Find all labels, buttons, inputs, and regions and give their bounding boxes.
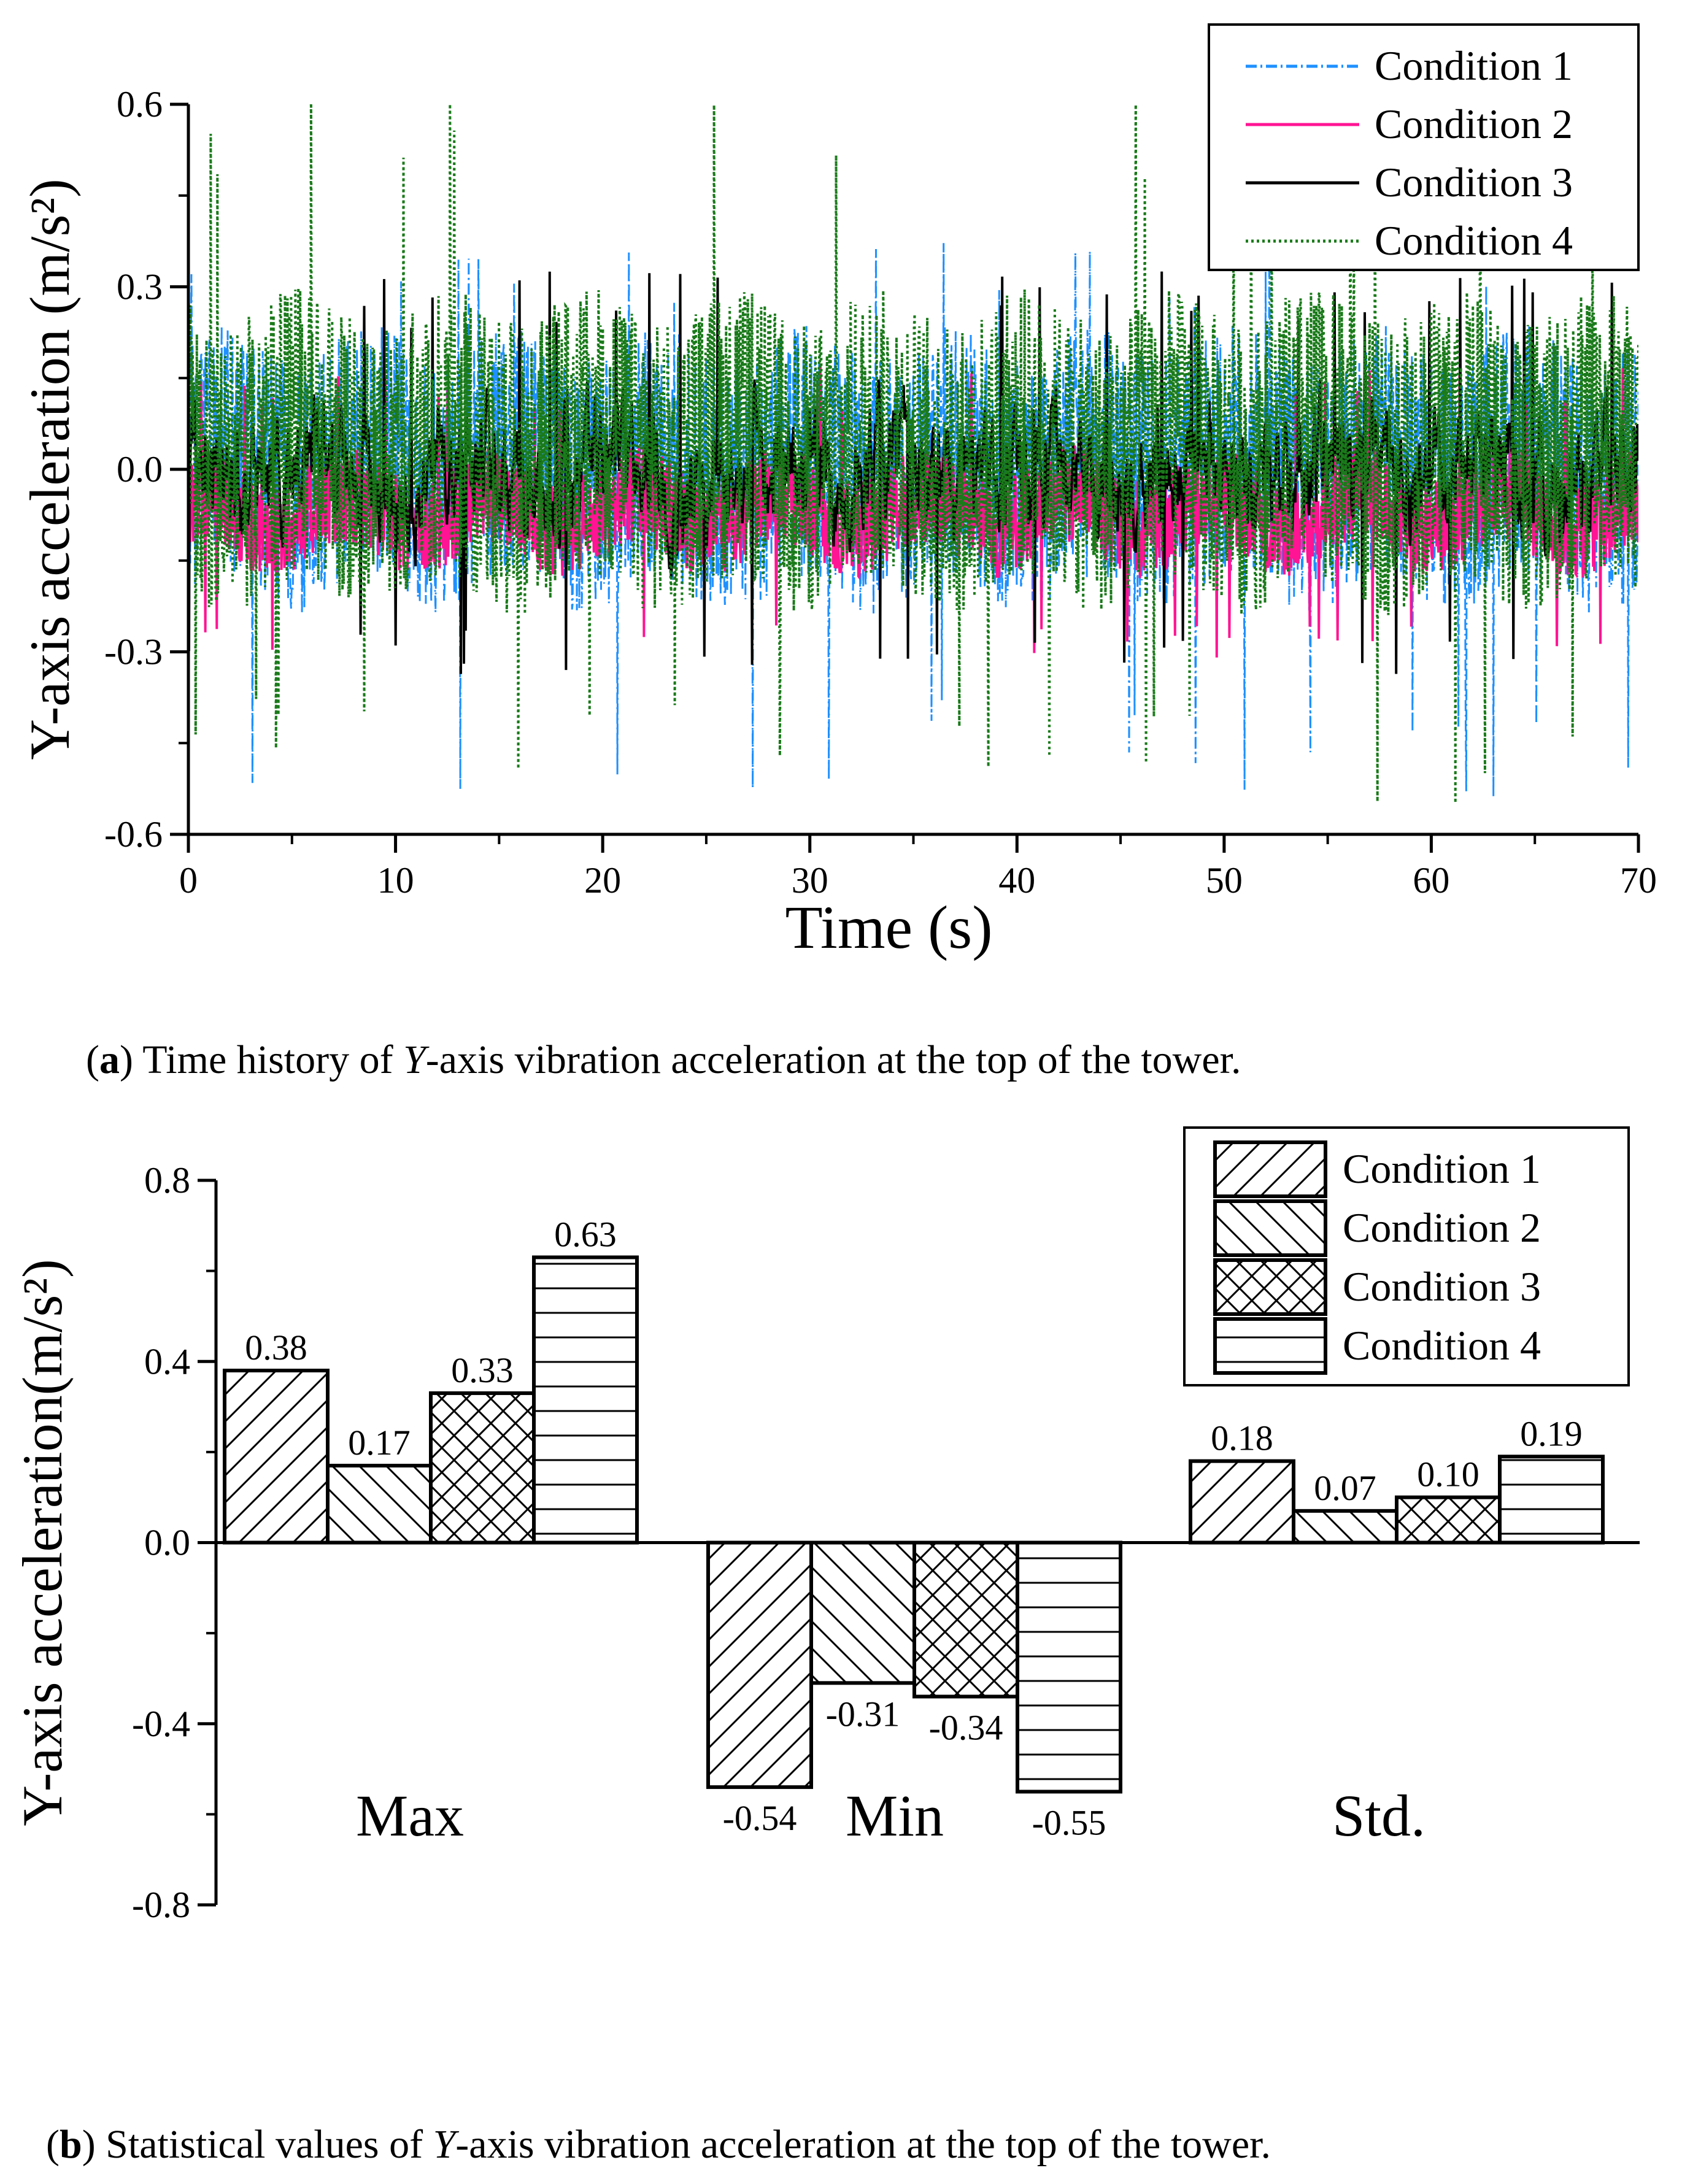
caption-b-var: Y (433, 2122, 456, 2167)
legend-label: Condition 1 (1375, 42, 1573, 89)
bar-condition-2-std (1292, 1509, 1398, 1545)
category-label-std: Std. (1332, 1783, 1425, 1848)
caption-a-var: Y (403, 1037, 426, 1082)
legend-label: Condition 1 (1343, 1145, 1541, 1192)
legend-swatch-condition-1 (1213, 1140, 1327, 1198)
legend-box (1208, 23, 1640, 271)
caption-a-letter: a (99, 1037, 120, 1082)
bar-condition-4-std (1498, 1455, 1605, 1545)
bar-value-label: -0.31 (826, 1694, 900, 1734)
legend: Condition 1 Condition 2 Condition 3 Conditi… (1208, 23, 1640, 271)
bar-value-label: 0.10 (1417, 1455, 1479, 1494)
bar-value-label: 0.17 (348, 1423, 411, 1463)
y-tick-label: 0.4 (144, 1341, 190, 1382)
legend: Condition 1 Condition 2 Condition 3 Conditi… (1183, 1126, 1630, 1386)
x-tick-label: 20 (584, 860, 621, 901)
bar-condition-4-max (532, 1255, 639, 1545)
series-lines (188, 104, 1638, 804)
legend-label: Condition 4 (1343, 1322, 1541, 1369)
bar-condition-2-max (326, 1464, 433, 1545)
x-axis-label: Time (s) (785, 893, 992, 961)
time-history-chart: -0.6 -0.3 0.0 0.3 0.6 0 10 20 30 40 50 60 70 Time (s)… (18, 23, 1657, 961)
bar-value-label: -0.34 (929, 1707, 1003, 1747)
bar-value-label: -0.54 (723, 1798, 797, 1838)
bar-value-label: 0.07 (1314, 1468, 1376, 1508)
series-line-condition-4 (188, 104, 1638, 804)
y-tick-label: 0.6 (117, 84, 163, 125)
y-tick-label: -0.3 (104, 632, 163, 672)
caption-a: (a) Time history of Y-axis vibration acc… (86, 1037, 1241, 1082)
caption-a-pre: ) Time history of (119, 1037, 404, 1082)
bar-condition-1-std (1189, 1459, 1295, 1545)
legend-label: Condition 2 (1375, 101, 1573, 147)
x-tick-label: 70 (1620, 860, 1657, 901)
legend-swatch-condition-4 (1213, 1317, 1327, 1375)
x-tick-label: 50 (1206, 860, 1243, 901)
y-tick-label: -0.4 (132, 1704, 190, 1744)
legend-swatch-condition-3 (1213, 1258, 1327, 1316)
bar-value-label: -0.55 (1032, 1802, 1106, 1842)
bar-value-label: 0.63 (554, 1214, 617, 1254)
y-tick-label: 0.0 (117, 449, 163, 490)
y-tick-label: -0.6 (104, 814, 163, 855)
bar-condition-1-min (706, 1540, 813, 1790)
category-label-max: Max (356, 1783, 464, 1848)
caption-a-post: -axis vibration acceleration at the top … (425, 1037, 1241, 1082)
legend-label: Condition 3 (1375, 159, 1573, 206)
legend-label: Condition 2 (1343, 1204, 1541, 1251)
caption-b-pre: ) Statistical values of (82, 2122, 433, 2167)
x-tick-label: 30 (792, 860, 828, 901)
legend-label: Condition 3 (1343, 1263, 1541, 1310)
y-axis-label: Y-axis acceleration (m/s²) (18, 179, 81, 759)
y-axis-label: Y-axis acceleration(m/s²) (11, 1259, 74, 1826)
bar-value-label: 0.19 (1520, 1413, 1583, 1453)
bar-condition-3-min (912, 1540, 1019, 1699)
x-tick-label: 0 (179, 860, 198, 901)
bar-value-label: 0.33 (451, 1350, 514, 1390)
statistics-bar-chart: -0.8 -0.4 0.0 0.4 0.8 Y-axis acceleration(m/s… (11, 1126, 1640, 1925)
caption-b: (b) Statistical values of Y-axis vibrati… (46, 2122, 1271, 2167)
x-tick-label: 60 (1413, 860, 1449, 901)
bar-condition-3-std (1395, 1495, 1502, 1545)
legend-label: Condition 4 (1375, 217, 1573, 264)
bar-condition-4-min (1016, 1540, 1122, 1794)
caption-b-post: -axis vibration acceleration at the top … (455, 2122, 1271, 2167)
x-tick-label: 40 (998, 860, 1035, 901)
bar-value-label: 0.18 (1211, 1418, 1273, 1458)
y-tick-label: 0.3 (117, 267, 163, 307)
bar-condition-3-max (429, 1391, 536, 1545)
caption-b-letter: b (59, 2122, 82, 2167)
bar-condition-2-min (809, 1540, 916, 1685)
bar-value-label: 0.38 (245, 1328, 307, 1367)
legend-swatch-condition-2 (1213, 1199, 1327, 1257)
x-tick-label: 10 (377, 860, 414, 901)
y-tick-label: 0.8 (144, 1160, 190, 1201)
category-label-min: Min (846, 1783, 944, 1848)
bar-condition-1-max (223, 1369, 330, 1545)
y-tick-label: -0.8 (132, 1885, 190, 1925)
y-tick-label: 0.0 (144, 1523, 190, 1563)
